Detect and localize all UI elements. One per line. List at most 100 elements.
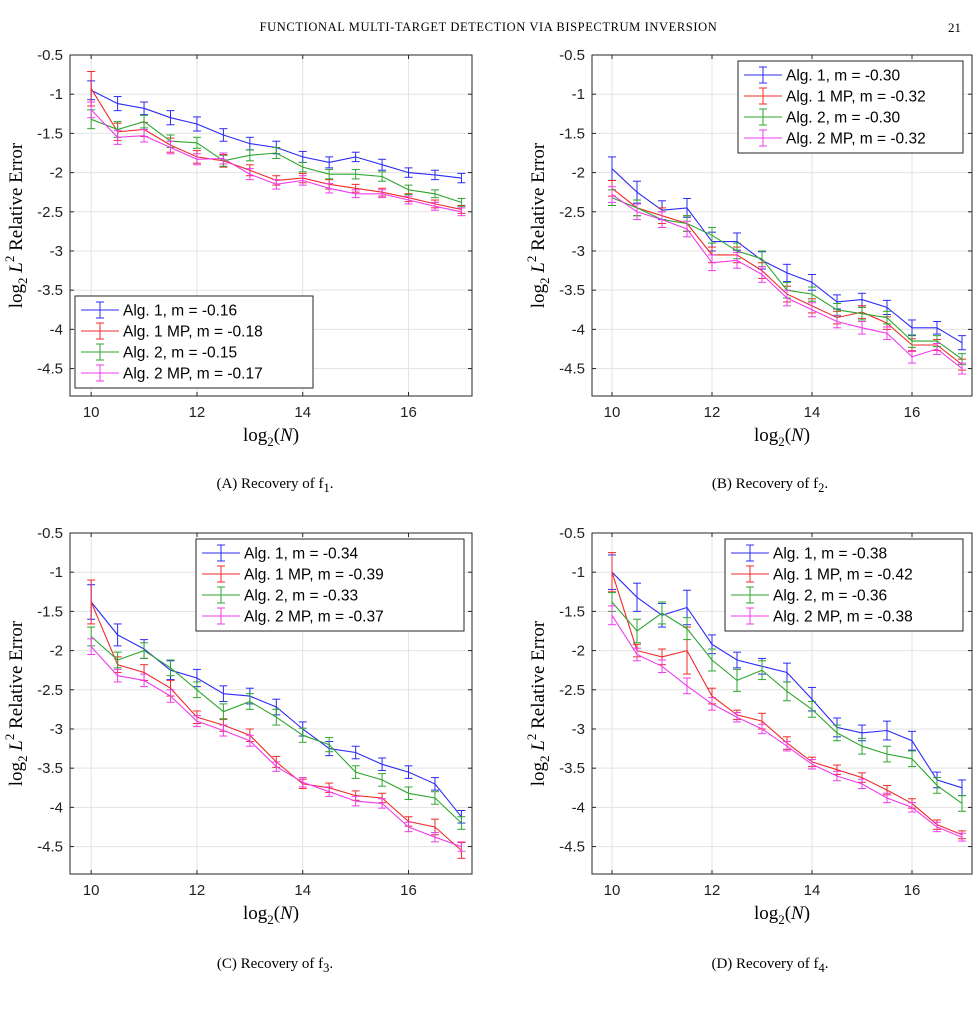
y-tick-label: -4.5 [37,361,63,378]
y-tick-label: -1 [50,564,63,581]
error-bar [404,167,413,178]
error-bar [457,207,466,217]
legend-item: Alg. 1, m = -0.16 [81,301,237,320]
caption-b: (B) Recovery of f2. [711,476,829,495]
legend-item: Alg. 1 MP, m = -0.42 [731,565,913,584]
error-bar [140,101,149,116]
error-bar [245,168,254,181]
error-bar [404,765,413,779]
error-bar [430,201,439,211]
error-bar [758,723,766,735]
error-bar [783,263,791,283]
error-bar [272,179,281,190]
error-bar [633,647,641,662]
caption-a: (A) Recovery of f1. [216,476,334,495]
x-tick-label: 12 [704,882,721,899]
y-tick-label: -1 [572,564,585,581]
error-bar [325,786,334,797]
x-tick-label: 10 [83,404,100,421]
legend-item: Alg. 2, m = -0.15 [81,343,237,362]
error-bar [219,724,228,737]
error-bar [733,651,741,669]
legend-item: Alg. 2 MP, m = -0.32 [744,129,926,148]
legend-label: Alg. 2 MP, m = -0.37 [244,609,384,626]
error-bar [113,96,122,112]
error-bar [708,648,716,672]
y-tick-label: -0.5 [37,525,63,542]
chart-panel-a: 10 12 14 16 -0.5 -1 -1.5 -2 -2.5 -3 -3.5 -4 -4.5 log2… [2,47,473,449]
caption-sub: 1 [323,481,330,495]
error-bar [958,832,966,842]
y-tick-label: -4 [50,321,63,338]
y-axis-label: log2 L2 Relative Error [2,620,30,786]
y-tick-label: -3.5 [37,282,63,299]
x-tick-label: 16 [904,404,921,421]
legend-label: Alg. 1 MP, m = -0.32 [786,89,926,106]
error-bar [783,289,791,307]
error-bar [708,254,716,272]
error-bar [140,642,149,659]
legend-item: Alg. 1, m = -0.34 [202,544,359,563]
chart-panel-d: 10 12 14 16 -0.5 -1 -1.5 -2 -2.5 -3 -3.5 -4 -4.5 log2… [524,525,973,927]
error-bar [378,189,387,199]
y-tick-label: -3.5 [559,760,585,777]
error-bar [858,778,866,790]
error-bar [192,136,201,149]
axes-box [591,54,973,397]
page-number: 21 [948,20,961,35]
y-tick-label: -1.5 [559,603,585,620]
error-bar [633,582,641,612]
running-header: FUNCTIONAL MULTI-TARGET DETECTION VIA BI… [0,20,977,40]
caption-c: (C) Recovery of f3. [216,956,334,975]
y-tick-label: -3.5 [37,760,63,777]
legend-item: Alg. 2, m = -0.30 [744,108,901,127]
y-tick-label: -4.5 [559,839,585,856]
error-bar [858,306,866,321]
error-bar [140,128,149,143]
x-tick-label: 16 [904,882,921,899]
y-axis-label: log2 L2 Relative Error [524,142,552,308]
y-tick-label: -3 [50,721,63,738]
error-bar [166,110,175,126]
error-bar [87,101,96,119]
axes-box [69,54,473,397]
error-bar [430,189,439,199]
caption-letter: (C) [216,956,237,972]
legend: Alg. 1, m = -0.34 Alg. 1 MP, m = -0.39 Alg… [195,538,465,632]
error-bar [166,659,175,677]
legend-item: Alg. 2 MP, m = -0.17 [81,364,263,383]
y-tick-label: -2 [572,165,585,182]
y-tick-label: -1.5 [37,603,63,620]
legend: Alg. 1, m = -0.38 Alg. 1 MP, m = -0.42 Alg… [724,538,964,632]
error-bar [351,795,360,807]
error-bar [192,116,201,132]
error-bar [272,708,281,726]
legend-label: Alg. 1, m = -0.16 [123,303,237,320]
y-tick-label: -2 [572,643,585,660]
legend-label: Alg. 1 MP, m = -0.42 [773,567,913,584]
error-bar [404,184,413,196]
error-bar [683,617,691,641]
y-tick-label: -3 [50,243,63,260]
y-tick-label: -3.5 [559,282,585,299]
error-bar [858,321,866,335]
error-bar [658,211,666,228]
legend-item: Alg. 1, m = -0.38 [731,544,887,563]
legend-item: Alg. 1 MP, m = -0.32 [744,87,926,106]
y-tick-label: -1 [50,86,63,103]
error-bar [272,761,281,772]
x-axis-label: log2(N) [754,425,810,449]
error-bar [933,342,941,355]
running-title: FUNCTIONAL MULTI-TARGET DETECTION VIA BI… [259,20,718,34]
y-tick-label: -0.5 [37,47,63,64]
y-tick-label: -2.5 [37,204,63,221]
legend-item: Alg. 2, m = -0.33 [202,586,358,605]
error-bar [808,701,816,718]
legend-item: Alg. 2 MP, m = -0.38 [731,607,913,626]
error-bar [430,169,439,181]
error-bar [192,715,201,728]
y-tick-label: -4.5 [559,361,585,378]
error-bar [457,816,466,830]
legend-label: Alg. 2 MP, m = -0.38 [773,609,913,626]
legend: Alg. 1, m = -0.30 Alg. 1 MP, m = -0.32 Alg… [737,60,964,154]
